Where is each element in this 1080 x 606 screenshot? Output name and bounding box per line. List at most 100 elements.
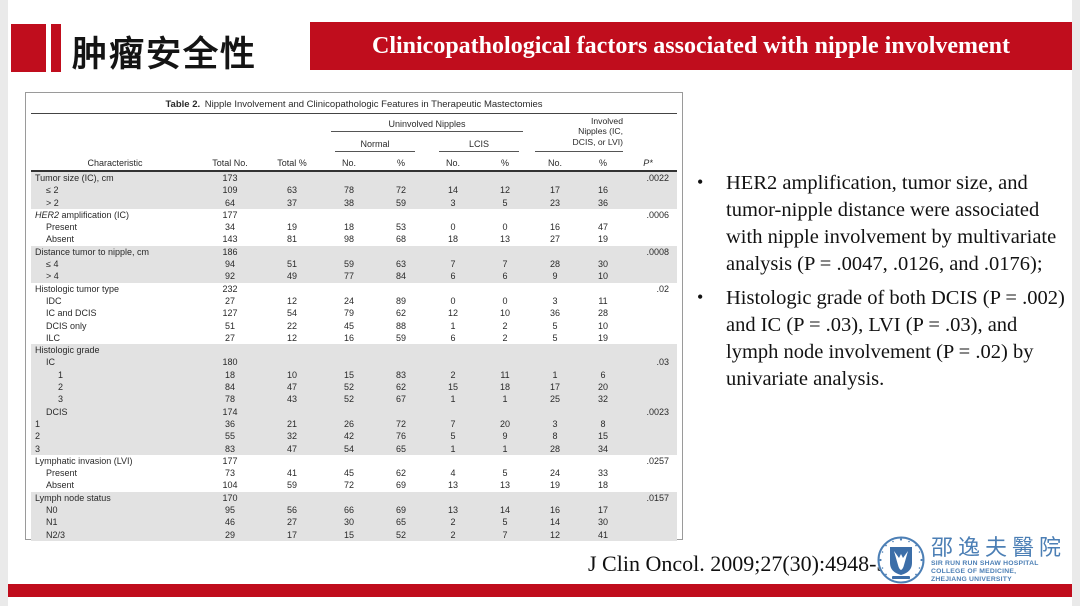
value-cell: 59 — [343, 259, 354, 270]
value-cell: 38 — [343, 197, 354, 208]
value-cell — [531, 209, 579, 221]
table-row: Histologic tumor type 232 .02 — [31, 283, 677, 295]
row-label: Tumor size (IC), cm — [35, 173, 114, 183]
hospital-name-en: SIR RUN RUN SHAW HOSPITAL COLLEGE OF MEDI… — [931, 560, 1066, 584]
row-label: > 2 — [46, 197, 59, 208]
value-cell — [375, 406, 427, 418]
value-cell — [375, 172, 427, 184]
value-cell: 21 — [286, 418, 297, 429]
value-cell: 19 — [597, 332, 608, 343]
p-value-cell — [627, 307, 673, 319]
value-cell — [479, 356, 531, 368]
value-cell: 104 — [222, 480, 238, 491]
row-label: 1 — [58, 369, 64, 380]
value-cell: 170 — [222, 492, 238, 503]
value-cell — [479, 283, 531, 295]
value-cell: 28 — [597, 308, 608, 319]
row-label: 3 — [58, 394, 64, 405]
row-label: Absent — [46, 234, 75, 245]
row-label: 2 — [58, 382, 64, 393]
value-cell: 24 — [343, 295, 354, 306]
table-row: IC 180 .03 — [31, 356, 677, 369]
banner-title: Clinicopathological factors associated w… — [310, 22, 1072, 70]
p-value-cell — [627, 320, 673, 332]
value-cell: 22 — [286, 320, 297, 331]
value-cell: 72 — [395, 418, 406, 429]
value-cell — [375, 209, 427, 221]
value-cell: 92 — [224, 271, 235, 282]
value-cell: 41 — [286, 468, 297, 479]
value-cell — [479, 209, 531, 221]
value-cell: 29 — [224, 529, 235, 540]
table-row: N1 46 27 30 65 2 5 14 30 — [31, 516, 677, 529]
value-cell: 0 — [450, 295, 456, 306]
p-value-cell — [627, 393, 673, 405]
p-value-cell — [627, 344, 673, 356]
value-cell — [261, 209, 323, 221]
col-header-normal-no: No. — [341, 158, 356, 168]
value-cell: 30 — [597, 259, 608, 270]
bullet-marker: • — [697, 287, 704, 307]
p-value-cell — [627, 233, 673, 245]
value-cell: 33 — [597, 468, 608, 479]
value-cell: 43 — [286, 394, 297, 405]
value-cell: 45 — [343, 468, 354, 479]
row-label: Histologic tumor type — [35, 283, 120, 294]
value-cell — [479, 492, 531, 504]
value-cell: 14 — [549, 517, 560, 528]
value-cell: 20 — [597, 382, 608, 393]
p-value-cell: .0008 — [646, 246, 669, 257]
value-cell: 41 — [597, 529, 608, 540]
row-label: IDC — [46, 295, 62, 306]
value-cell — [531, 455, 579, 467]
value-cell — [427, 172, 479, 184]
value-cell — [427, 344, 479, 356]
row-label: Present — [46, 468, 78, 479]
value-cell: 12 — [286, 295, 297, 306]
value-cell: 32 — [597, 394, 608, 405]
row-label: N1 — [46, 517, 58, 528]
p-value-cell — [627, 197, 673, 209]
table-row: Absent 143 81 98 68 18 13 27 19 — [31, 233, 677, 245]
col-group-lcis: LCIS — [439, 132, 519, 152]
value-cell: 0 — [502, 222, 508, 233]
value-cell: 5 — [502, 468, 508, 479]
value-cell: 18 — [499, 382, 510, 393]
p-value-cell — [627, 430, 673, 442]
value-cell — [323, 172, 375, 184]
table-row: IDC 27 12 24 89 0 0 3 11 — [31, 295, 677, 307]
value-cell — [479, 172, 531, 184]
value-cell: 13 — [447, 505, 458, 516]
col-header-characteristic: Characteristic — [87, 158, 143, 168]
table-row: 3 78 43 52 67 1 1 25 32 — [31, 393, 677, 406]
value-cell: 16 — [597, 185, 608, 196]
value-cell: 18 — [343, 222, 354, 233]
col-header-p-value: P* — [643, 158, 653, 168]
table-row: Distance tumor to nipple, cm 186 .0008 — [31, 245, 677, 259]
value-cell — [531, 246, 579, 258]
value-cell: 3 — [552, 295, 558, 306]
table-title-prefix: Table 2. — [165, 99, 201, 110]
value-cell — [261, 406, 323, 418]
value-cell — [323, 283, 375, 295]
value-cell — [261, 283, 323, 295]
value-cell: 11 — [598, 295, 608, 306]
citation: J Clin Oncol. 2009;27(30):4948-54. — [588, 551, 904, 576]
value-cell: 174 — [222, 406, 238, 417]
table-row: Absent 104 59 72 69 13 13 19 18 — [31, 479, 677, 491]
value-cell: 13 — [447, 480, 458, 491]
col-header-normal-pct: % — [396, 158, 405, 168]
value-cell: 13 — [499, 234, 510, 245]
p-value-cell — [627, 529, 673, 541]
value-cell: 10 — [286, 369, 297, 380]
value-cell: 62 — [395, 308, 406, 319]
value-cell: 9 — [502, 431, 508, 442]
p-value-cell — [627, 467, 673, 479]
value-cell — [579, 344, 627, 356]
p-value-cell — [627, 381, 673, 393]
row-label: ≤ 2 — [46, 185, 59, 196]
value-cell: 2 — [450, 517, 456, 528]
value-cell — [427, 492, 479, 504]
hospital-name-cn: 邵逸夫醫院 — [931, 535, 1067, 560]
row-label: DCIS only — [46, 320, 87, 331]
